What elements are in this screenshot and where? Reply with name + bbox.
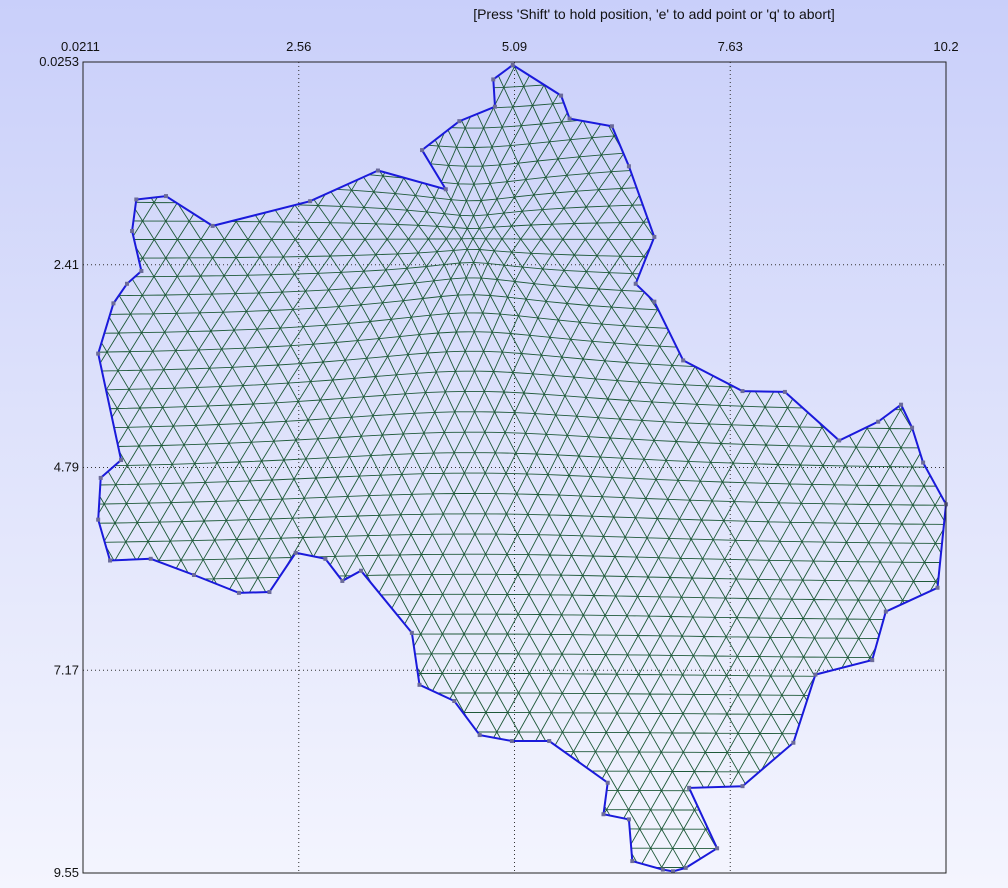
axis-labels: 0.0211 2.56 5.09 7.63 10.2 0.0253 2.41 4.79 7.17…	[39, 39, 958, 880]
x-tick-label: 5.09	[502, 39, 527, 54]
boundary-vertex	[813, 672, 818, 677]
boundary-vertex	[375, 168, 380, 173]
boundary-vertex	[837, 438, 842, 443]
y-tick-label: 7.17	[54, 662, 79, 677]
boundary-vertex	[267, 590, 272, 595]
boundary-vertex	[670, 869, 675, 874]
boundary-vertex	[601, 812, 606, 817]
boundary-vertex	[124, 281, 129, 286]
boundary-vertex	[660, 867, 665, 872]
boundary-vertex	[420, 148, 425, 153]
boundary-vertex	[630, 859, 635, 864]
boundary-vertex	[417, 682, 422, 687]
boundary-vertex	[626, 817, 631, 822]
y-tick-label: 4.79	[54, 460, 79, 475]
grid-lines	[83, 62, 946, 873]
boundary-vertex	[111, 301, 116, 306]
boundary-vertex	[683, 865, 688, 870]
boundary-vertex	[134, 197, 139, 202]
boundary-vertex	[210, 223, 215, 228]
boundary-vertex	[293, 550, 298, 555]
boundary-vertex	[740, 389, 745, 394]
boundary-vertex	[443, 187, 448, 192]
boundary-vertex	[492, 104, 497, 109]
boundary-vertex	[609, 124, 614, 129]
boundary-vertex	[510, 62, 515, 67]
boundary-vertex	[139, 269, 144, 274]
boundary-vertex	[509, 739, 514, 744]
boundary-vertex	[491, 77, 496, 82]
boundary-vertex	[791, 740, 796, 745]
x-tick-label: 0.0211	[61, 39, 100, 54]
x-tick-label: 10.2	[933, 39, 958, 54]
boundary-vertex	[935, 585, 940, 590]
boundary-vertex	[633, 281, 638, 286]
y-tick-label: 0.0253	[39, 54, 79, 69]
status-hint: [Press 'Shift' to hold position, 'e' to …	[473, 6, 835, 22]
plot-frame	[82, 61, 947, 874]
boundary-vertex	[98, 475, 103, 480]
boundary-vertex	[163, 194, 168, 199]
boundary-vertex	[236, 590, 241, 595]
boundary-vertex	[782, 389, 787, 394]
boundary-vertex	[340, 578, 345, 583]
boundary-vertex	[547, 739, 552, 744]
boundary-vertex	[148, 556, 153, 561]
x-tick-label: 2.56	[286, 39, 311, 54]
boundary-vertex	[899, 402, 904, 407]
boundary-vertex	[870, 658, 875, 663]
domain-boundary	[97, 63, 948, 873]
boundary-vertex	[358, 568, 363, 573]
boundary-vertex	[108, 558, 113, 563]
boundary-vertex	[191, 572, 196, 577]
boundary-vertex	[910, 425, 915, 430]
x-tick-label: 7.63	[718, 39, 743, 54]
boundary-vertex	[652, 299, 657, 304]
boundary-vertex	[559, 93, 564, 98]
boundary-vertex	[96, 351, 101, 356]
boundary-vertex	[715, 846, 720, 851]
boundary-vertex	[130, 228, 135, 233]
y-tick-label: 2.41	[54, 257, 79, 272]
boundary-vertex	[457, 119, 462, 124]
boundary-vertex	[409, 630, 414, 635]
boundary-vertex	[567, 116, 572, 121]
boundary-vertices	[96, 62, 948, 874]
boundary-vertex	[681, 358, 686, 363]
boundary-vertex	[883, 609, 888, 614]
y-tick-label: 9.55	[54, 865, 79, 880]
boundary-vertex	[740, 784, 745, 789]
boundary-vertex	[477, 733, 482, 738]
boundary-vertex	[652, 234, 657, 239]
boundary-vertex	[323, 556, 328, 561]
boundary-vertex	[921, 460, 926, 465]
boundary-vertex	[119, 458, 124, 463]
boundary-vertex	[626, 164, 631, 169]
boundary-vertex	[687, 785, 692, 790]
boundary-vertex	[308, 199, 313, 204]
boundary-vertex	[96, 517, 101, 522]
boundary-vertex	[876, 419, 881, 424]
boundary-vertex	[605, 780, 610, 785]
boundary-vertex	[452, 699, 457, 704]
